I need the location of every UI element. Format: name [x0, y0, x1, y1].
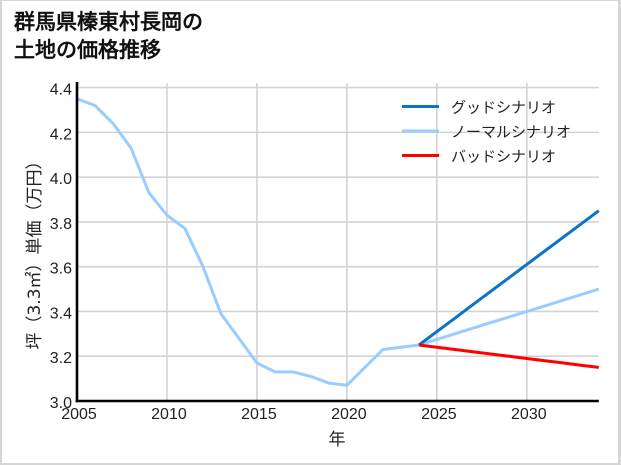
legend-label: ノーマルシナリオ — [451, 123, 571, 141]
data-series — [76, 97, 600, 387]
y-tick-label: 3.2 — [50, 350, 72, 367]
legend-item: ノーマルシナリオ — [402, 123, 571, 141]
series-line-1 — [418, 209, 600, 347]
y-tick-label: 3.4 — [50, 305, 72, 322]
y-tick-label: 3.0 — [50, 395, 72, 412]
x-tick-label: 2025 — [421, 406, 457, 423]
tick-labels: 3.0 3.2 3.4 3.6 3.8 4.0 4.2 4.4 2005 2010 2015 2020… — [50, 82, 547, 423]
series-line-0 — [76, 97, 600, 387]
legend-item: グッドシナリオ — [402, 99, 556, 117]
x-tick-label: 2005 — [61, 406, 97, 423]
y-axis-label: 坪（3.3㎡）単価（万円） — [25, 152, 45, 349]
series-line-2 — [418, 343, 599, 369]
x-tick-label: 2020 — [331, 406, 367, 423]
y-tick-label: 4.0 — [50, 171, 72, 188]
y-tick-label: 3.6 — [50, 261, 72, 278]
y-tick-label: 3.8 — [50, 216, 72, 233]
x-tick-label: 2015 — [241, 406, 277, 423]
x-tick-label: 2010 — [151, 406, 187, 423]
chart-title-line-1: 群馬県榛東村長岡の — [14, 10, 203, 34]
gridlines — [77, 83, 599, 401]
axes — [75, 82, 599, 403]
chart-title: 群馬県榛東村長岡の 土地の価格推移 — [14, 8, 203, 64]
legend-label: グッドシナリオ — [451, 99, 556, 117]
legend-item: バッドシナリオ — [402, 148, 556, 166]
y-tick-label: 4.4 — [50, 82, 72, 99]
y-tick-label: 4.2 — [50, 126, 72, 143]
x-tick-label: 2030 — [511, 406, 547, 423]
x-axis-label: 年 — [329, 430, 346, 450]
legend-label: バッドシナリオ — [451, 148, 556, 166]
chart-title-line-2: 土地の価格推移 — [14, 38, 161, 62]
